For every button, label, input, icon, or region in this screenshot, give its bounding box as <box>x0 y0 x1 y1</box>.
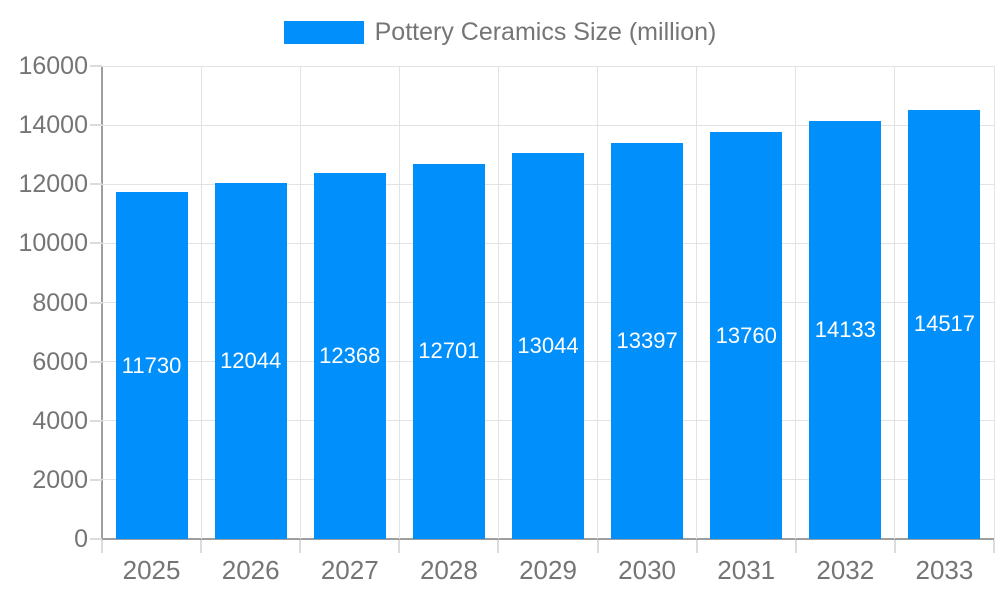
y-axis-label: 8000 <box>32 288 88 317</box>
x-axis-label: 2030 <box>618 555 677 585</box>
y-axis-tick <box>90 301 102 304</box>
vertical-gridline <box>299 66 301 539</box>
x-axis-tick <box>200 540 203 553</box>
y-axis-tick <box>90 360 102 363</box>
y-axis-tick <box>90 242 102 245</box>
y-axis-label: 14000 <box>18 111 88 140</box>
vertical-gridline <box>894 66 896 539</box>
x-axis-label: 2032 <box>816 555 875 585</box>
x-axis-tick <box>101 540 103 553</box>
x-axis-label: 2031 <box>717 555 776 585</box>
x-axis-label: 2027 <box>320 555 379 585</box>
legend-swatch-icon <box>283 21 364 44</box>
x-axis-label: 2026 <box>221 555 280 585</box>
x-axis-tick <box>497 540 500 553</box>
bar[interactable] <box>710 132 783 539</box>
legend-label: Pottery Ceramics Size (million) <box>374 18 717 46</box>
x-axis-line <box>102 538 994 540</box>
x-axis-tick <box>893 540 896 553</box>
horizontal-gridline <box>102 124 994 126</box>
x-axis-tick <box>596 540 599 553</box>
x-axis-label: 2028 <box>419 555 478 585</box>
x-axis-tick <box>398 540 401 553</box>
y-axis-label: 4000 <box>32 406 88 435</box>
vertical-gridline <box>696 66 698 539</box>
x-axis-tick <box>794 540 797 553</box>
y-axis-tick <box>90 183 102 186</box>
y-axis-label: 10000 <box>18 229 88 258</box>
plot-area: 11730 12044 12368 12701 13044 13397 13760 14133… <box>102 65 995 539</box>
y-axis-label: 0 <box>74 525 88 553</box>
legend-item[interactable]: Pottery Ceramics Size (million) <box>0 18 1000 47</box>
x-axis-tick <box>299 540 302 553</box>
x-axis-label: 2029 <box>519 555 577 585</box>
bar[interactable] <box>611 142 684 539</box>
vertical-gridline <box>795 66 797 539</box>
x-axis-label: 2033 <box>915 555 974 585</box>
bar[interactable] <box>908 109 981 539</box>
vertical-gridline <box>597 66 599 539</box>
bar[interactable] <box>214 182 287 539</box>
vertical-gridline <box>398 66 400 539</box>
y-axis-label: 6000 <box>32 347 88 376</box>
bar[interactable] <box>313 173 386 539</box>
y-axis-tick <box>90 419 102 422</box>
y-axis-tick <box>90 478 102 481</box>
y-axis-label: 2000 <box>32 465 88 494</box>
x-axis-label: 2025 <box>122 555 181 585</box>
bar[interactable] <box>809 121 882 539</box>
y-axis-tick <box>90 65 102 67</box>
bar[interactable] <box>412 163 485 539</box>
vertical-gridline <box>497 66 499 539</box>
vertical-gridline <box>993 66 995 539</box>
x-axis-tick <box>993 540 995 553</box>
y-axis-tick <box>90 538 102 540</box>
x-axis-tick <box>695 540 698 553</box>
y-axis-label: 12000 <box>18 170 88 199</box>
bar[interactable] <box>512 153 584 539</box>
y-axis-tick <box>90 124 102 127</box>
vertical-gridline <box>200 66 202 539</box>
bar[interactable] <box>115 192 188 539</box>
horizontal-gridline <box>102 65 994 67</box>
y-axis-label: 16000 <box>18 52 88 80</box>
